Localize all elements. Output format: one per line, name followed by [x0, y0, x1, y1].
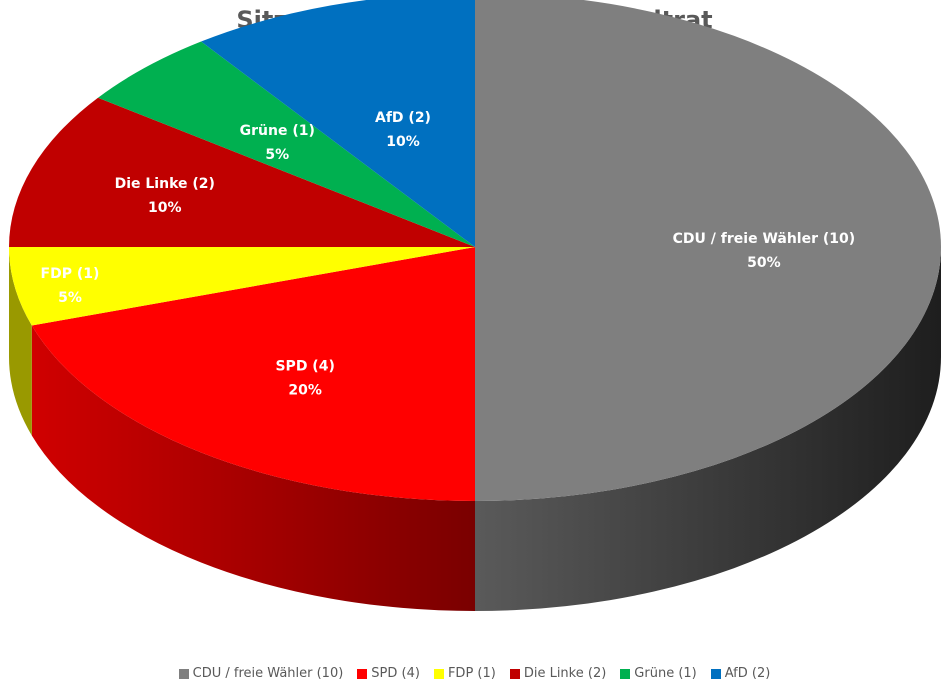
legend-label: CDU / freie Wähler (10): [192, 666, 344, 681]
legend-label: AfD (2): [724, 666, 771, 681]
legend-label: Grüne (1): [634, 666, 697, 681]
pie-chart: CDU / freie Wähler (10) 50% SPD (4) 20% FDP …: [9, 0, 941, 611]
slice-0[interactable]: [475, 0, 941, 501]
slice-1[interactable]: [31, 247, 475, 501]
legend-item-5: AfD (2): [710, 666, 771, 681]
slice-2[interactable]: [9, 247, 475, 326]
slice-percent-2: 5%: [58, 290, 82, 306]
slice-side-1: [31, 325, 475, 611]
legend-label: SPD (4): [371, 666, 420, 681]
slice-side-0: [475, 247, 941, 611]
slice-side-2: [9, 247, 32, 436]
legend-swatch: [433, 668, 444, 679]
legend-item-2: FDP (1): [433, 666, 496, 681]
slice-label-0: CDU / freie Wähler (10): [673, 231, 856, 247]
legend-swatch: [178, 668, 189, 679]
legend-swatch: [357, 668, 368, 679]
slice-percent-4: 5%: [265, 147, 289, 163]
slice-5[interactable]: [201, 0, 475, 247]
legend-label: FDP (1): [447, 666, 496, 681]
legend: CDU / freie Wähler (10) SPD (4) FDP (1) Die…: [0, 666, 949, 681]
legend-item-0: CDU / freie Wähler (10): [178, 666, 344, 681]
legend-swatch: [710, 668, 721, 679]
legend-label: Die Linke (2): [523, 666, 607, 681]
slice-percent-0: 50%: [747, 255, 781, 271]
slice-percent-1: 20%: [288, 382, 322, 398]
legend-swatch: [620, 668, 631, 679]
slice-label-3: Die Linke (2): [115, 176, 215, 192]
slice-label-1: SPD (4): [275, 358, 334, 374]
slice-label-4: Grüne (1): [240, 123, 315, 139]
slice-4[interactable]: [97, 41, 475, 248]
slice-label-2: FDP (1): [41, 266, 100, 282]
slice-percent-5: 10%: [386, 134, 420, 150]
slice-percent-3: 10%: [148, 200, 182, 216]
legend-item-4: Grüne (1): [620, 666, 697, 681]
legend-item-3: Die Linke (2): [509, 666, 607, 681]
legend-item-1: SPD (4): [357, 666, 420, 681]
slice-3[interactable]: [9, 97, 475, 247]
legend-swatch: [509, 668, 520, 679]
slice-label-5: AfD (2): [375, 110, 431, 126]
